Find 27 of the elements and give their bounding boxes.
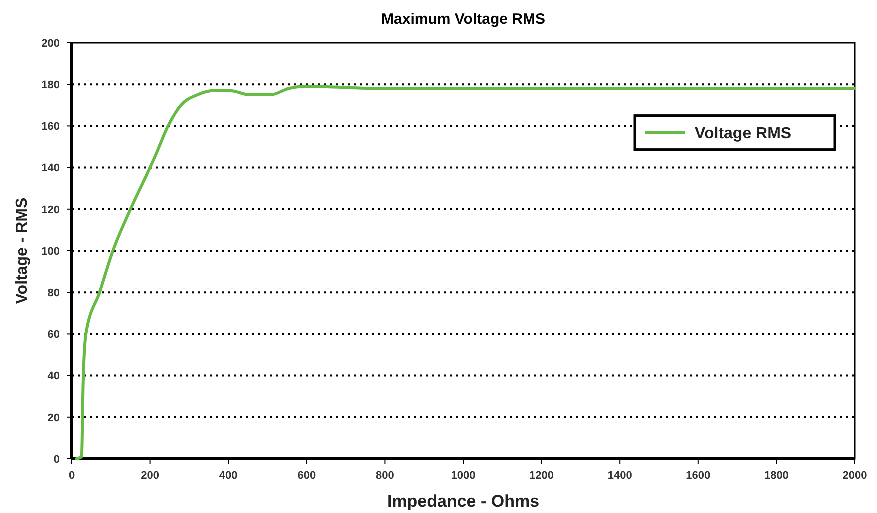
- x-tick-label: 600: [298, 470, 316, 482]
- x-tick-label: 0: [68, 470, 76, 482]
- y-tick-label: 100: [42, 246, 60, 258]
- y-tick-label: 0: [54, 454, 60, 466]
- y-tick-label: 160: [42, 121, 60, 134]
- y-tick-label: 140: [42, 162, 60, 175]
- chart-title: Maximum Voltage RMS: [382, 11, 546, 28]
- y-tick-label: 180: [42, 79, 60, 92]
- legend-label: Voltage RMS: [695, 125, 792, 142]
- y-axis-title: Voltage - RMS: [14, 197, 31, 304]
- y-tick-label: 200: [42, 38, 60, 50]
- x-tick-label: 1400: [608, 470, 632, 482]
- x-tick-label: 400: [219, 470, 238, 482]
- x-tick-label: 200: [141, 470, 160, 482]
- y-tick-label: 120: [42, 204, 60, 216]
- x-tick-label: 1600: [686, 470, 711, 482]
- x-tick-label: 1800: [764, 470, 789, 482]
- y-tick-label: 40: [48, 370, 60, 383]
- y-tick-label: 20: [48, 412, 60, 424]
- x-tick-label: 2000: [842, 470, 868, 482]
- x-tick-label: 1200: [530, 470, 554, 482]
- x-tick-label: 800: [376, 470, 394, 482]
- x-tick-label: 1000: [451, 470, 476, 482]
- line-series: [75, 85, 856, 460]
- y-tick-label: 60: [48, 329, 60, 342]
- x-axis-title: Impedance - Ohms: [387, 492, 540, 511]
- y-tick-label: 80: [48, 287, 60, 300]
